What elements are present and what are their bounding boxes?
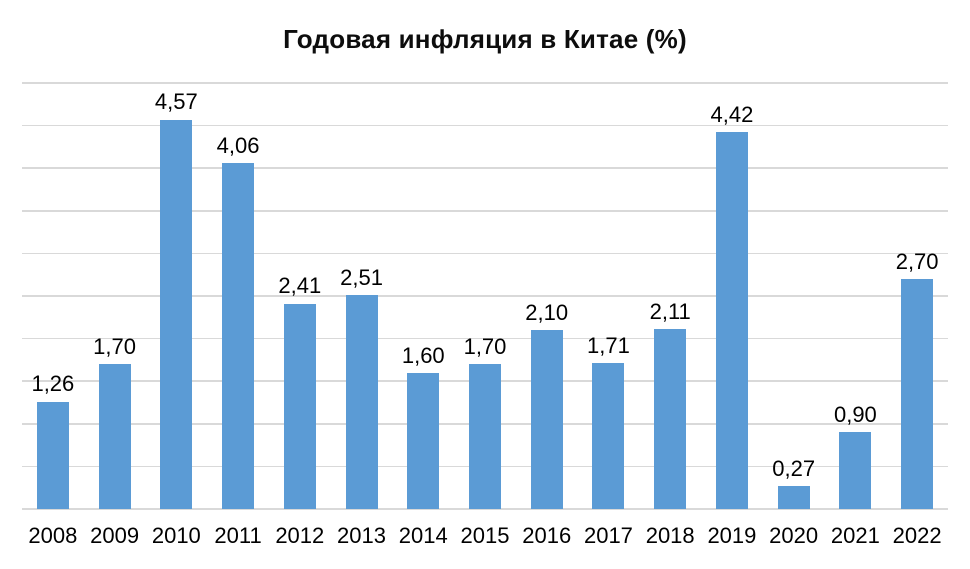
x-axis-label-2008: 2008 xyxy=(28,523,78,548)
gridline xyxy=(22,295,948,297)
bar-2022 xyxy=(901,278,934,509)
x-axis-label-2010: 2010 xyxy=(151,523,201,548)
bar-2008 xyxy=(36,401,69,509)
chart-title: Годовая инфляция в Китае (%) xyxy=(283,24,687,54)
x-axis-label-2014: 2014 xyxy=(398,523,448,548)
bar-value-label-2016: 2,10 xyxy=(525,299,569,325)
gridline xyxy=(22,337,948,340)
x-axis-label-2013: 2013 xyxy=(337,523,386,548)
bar-2009 xyxy=(98,364,131,509)
x-axis-label-2015: 2015 xyxy=(460,523,510,548)
bar-2018 xyxy=(654,329,687,509)
bar-value-label-2012: 2,41 xyxy=(278,273,322,299)
bar-value-label-2011: 4,06 xyxy=(216,132,260,158)
bar-value-label-2008: 1,26 xyxy=(31,371,75,397)
bar-value-label-2009: 1,70 xyxy=(93,333,136,359)
bar-value-label-2014: 1,60 xyxy=(401,342,445,368)
bar-value-label-2019: 4,42 xyxy=(710,102,754,128)
plot-area: 1,26 2008 1,70 2009 4,57 2010 4,06 2011 2,41 2012… xyxy=(22,82,948,548)
x-axis-label-2019: 2019 xyxy=(707,523,757,548)
bar-2017 xyxy=(592,363,625,509)
bar-2012 xyxy=(283,303,316,509)
x-axis-label-2021: 2021 xyxy=(830,523,880,548)
bar-2020 xyxy=(777,486,810,509)
bar-2014 xyxy=(407,372,440,509)
x-axis-label-2011: 2011 xyxy=(214,523,262,548)
gridline xyxy=(22,252,948,255)
bar-value-label-2013: 2,51 xyxy=(340,264,383,290)
x-axis-label-2018: 2018 xyxy=(645,523,695,548)
gridline xyxy=(22,82,948,84)
x-axis-label-2017: 2017 xyxy=(583,523,633,548)
x-axis-label-2009: 2009 xyxy=(90,523,140,548)
bar-2016 xyxy=(530,330,563,509)
bar-2013 xyxy=(345,295,378,509)
bar-value-label-2015: 1,70 xyxy=(463,333,507,359)
x-axis-label-2020: 2020 xyxy=(769,523,819,548)
x-axis-label-2022: 2022 xyxy=(892,523,942,548)
x-axis-label-2012: 2012 xyxy=(275,523,325,548)
bar-value-label-2021: 0,90 xyxy=(833,402,877,428)
bar-2011 xyxy=(222,163,255,509)
bar-value-label-2017: 1,71 xyxy=(587,333,630,359)
bar-2019 xyxy=(715,132,748,509)
bar-2010 xyxy=(160,119,193,509)
gridline xyxy=(22,167,948,169)
gridline xyxy=(22,124,948,127)
x-axis-label-2016: 2016 xyxy=(522,523,572,548)
gridline xyxy=(22,210,948,212)
bar-value-label-2022: 2,70 xyxy=(895,248,939,274)
bar-2021 xyxy=(839,432,872,509)
gridline xyxy=(22,508,948,510)
bar-value-label-2010: 4,57 xyxy=(154,89,198,115)
bar-2015 xyxy=(469,364,501,509)
bar-value-label-2018: 2,11 xyxy=(649,299,691,325)
bar-value-label-2020: 0,27 xyxy=(772,455,816,481)
